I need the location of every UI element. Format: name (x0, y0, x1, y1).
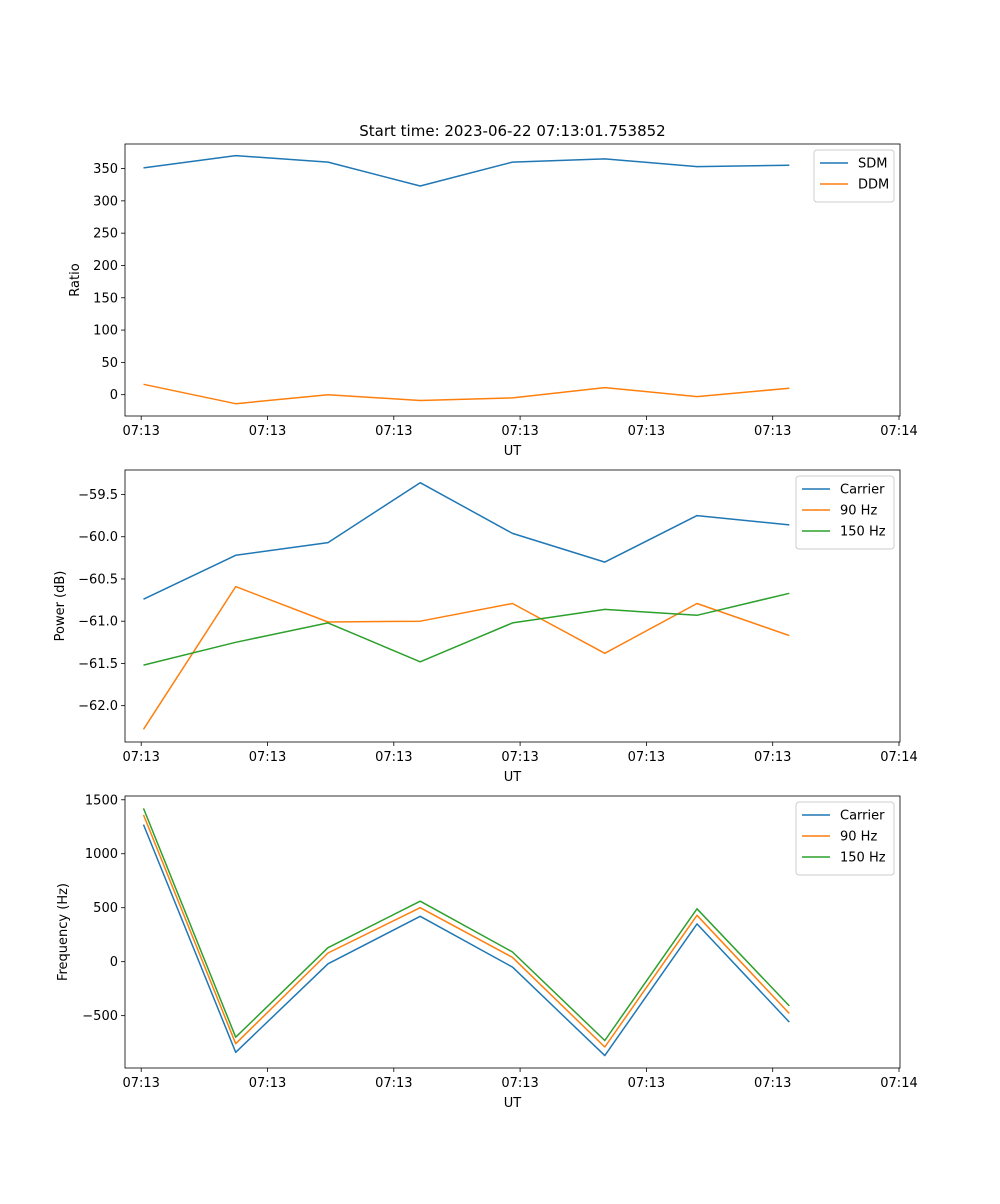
legend-label: Carrier (840, 809, 885, 824)
y-tick-label: 300 (93, 194, 118, 209)
panel-3: 07:13 07:13 07:13 07:13 07:13 07:13 07:14 −500 0… (56, 793, 918, 1111)
y-tick-label: 150 (93, 291, 118, 306)
series-line-90-hz (142, 585, 790, 730)
x-tick-label: 07:13 (754, 750, 791, 765)
x-axis-label: UT (504, 1096, 522, 1111)
series-line-ddm (143, 383, 790, 405)
x-tick-label: 07:13 (122, 750, 159, 765)
legend: Carrier 90 Hz 150 Hz (795, 475, 895, 550)
y-tick-label: 350 (93, 162, 118, 177)
legend-label: DDM (858, 178, 889, 193)
series-line-carrier (142, 824, 790, 1057)
y-tick-label: −62.0 (78, 699, 118, 714)
series-line-carrier (143, 481, 790, 600)
x-tick-label: 07:13 (628, 424, 665, 439)
x-tick-label: 07:13 (375, 424, 412, 439)
series-line-150-hz (142, 808, 790, 1042)
y-tick-label: 250 (93, 227, 118, 242)
x-tick-label: 07:13 (628, 1076, 665, 1091)
legend: Carrier 90 Hz 150 Hz (795, 801, 895, 876)
y-tick-label: −61.0 (78, 615, 118, 630)
x-tick-label: 07:13 (375, 750, 412, 765)
x-tick-label: 07:13 (249, 1076, 286, 1091)
x-axis-label: UT (504, 770, 522, 785)
panel-1: 07:13 07:13 07:13 07:13 07:13 07:13 07:14 0 50 10… (68, 143, 918, 459)
y-tick-label: −61.5 (78, 657, 118, 672)
y-tick-label: −59.5 (78, 488, 118, 503)
y-tick-label: 1500 (85, 793, 118, 808)
x-tick-label: 07:13 (249, 750, 286, 765)
axes-frame (124, 469, 901, 743)
axes-frame (124, 143, 901, 417)
panel-2: 07:13 07:13 07:13 07:13 07:13 07:13 07:14 −62.0… (53, 469, 918, 785)
x-tick-label: 07:13 (122, 424, 159, 439)
y-tick-label: 0 (110, 388, 118, 403)
legend: SDM DDM (813, 149, 895, 203)
legend-label: 150 Hz (840, 525, 886, 540)
legend-label: 150 Hz (840, 851, 886, 866)
y-axis-label: Frequency (Hz) (56, 883, 71, 981)
legend-label: SDM (858, 157, 887, 172)
y-tick-label: 1000 (85, 847, 118, 862)
x-tick-label: 07:13 (754, 424, 791, 439)
y-tick-label: −60.0 (78, 530, 118, 545)
x-tick-label: 07:13 (754, 1076, 791, 1091)
series-line-150-hz (143, 592, 790, 666)
y-tick-label: 500 (93, 901, 118, 916)
y-axis-label: Power (dB) (53, 571, 68, 642)
series-line-sdm (143, 154, 790, 187)
y-tick-label: 200 (93, 259, 118, 274)
legend-label: 90 Hz (840, 504, 877, 519)
axes-frame (124, 795, 901, 1069)
legend-label: 90 Hz (840, 830, 877, 845)
y-tick-label: −500 (82, 1009, 118, 1024)
y-tick-label: 100 (93, 324, 118, 339)
figure-title: Start time: 2023-06-22 07:13:01.753852 (359, 122, 665, 140)
y-tick-label: 50 (101, 356, 118, 371)
x-tick-label: 07:13 (501, 424, 538, 439)
x-tick-label: 07:13 (249, 424, 286, 439)
x-tick-label: 07:13 (122, 1076, 159, 1091)
x-axis-label: UT (504, 444, 522, 459)
y-axis-label: Ratio (68, 263, 83, 296)
x-tick-label: 07:13 (628, 750, 665, 765)
x-tick-label: 07:14 (880, 1076, 917, 1091)
y-tick-label: 0 (110, 955, 118, 970)
y-tick-label: −60.5 (78, 572, 118, 587)
x-tick-label: 07:14 (880, 750, 917, 765)
x-tick-label: 07:13 (375, 1076, 412, 1091)
x-tick-label: 07:13 (501, 1076, 538, 1091)
x-tick-label: 07:13 (501, 750, 538, 765)
x-tick-label: 07:14 (880, 424, 917, 439)
series-line-90-hz (142, 814, 790, 1048)
legend-label: Carrier (840, 483, 885, 498)
